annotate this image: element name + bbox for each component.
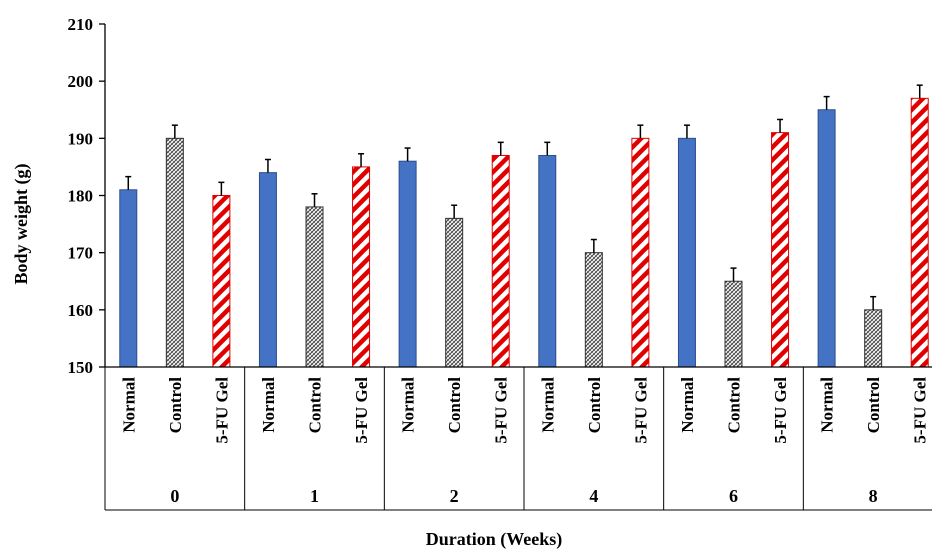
bar-5-fu-gel-week-6 (771, 132, 790, 368)
x-category-label: Control (725, 377, 744, 434)
x-category-label: Control (306, 377, 325, 434)
bar-normal-week-1 (258, 172, 277, 368)
x-category-label: 5-FU Gel (771, 377, 790, 444)
x-category-label: 5-FU Gel (631, 377, 650, 444)
x-group-label: 2 (450, 486, 459, 506)
x-category-label: Control (166, 377, 185, 434)
x-axis: Normal Control 5-FU Gel 0 Normal Control 5-FU … (104, 366, 932, 511)
x-group-label: 6 (729, 486, 738, 506)
bar-control-week-4 (584, 252, 603, 368)
x-group-label: 0 (170, 486, 179, 506)
y-axis-title: Body weight (g) (11, 163, 32, 284)
bar-control-week-6 (724, 280, 743, 368)
x-category-label: Normal (119, 377, 138, 433)
bar-normal-week-8 (817, 109, 836, 368)
y-axis-ticks: 150 160 170 180 190 200 210 (68, 15, 106, 377)
x-category-label: 5-FU Gel (352, 377, 371, 444)
bar-normal-week-0 (119, 189, 138, 368)
x-category-label: Normal (538, 377, 557, 433)
x-group-label: 1 (310, 486, 319, 506)
y-tick-label: 180 (68, 187, 94, 206)
bar-5-fu-gel-week-8 (910, 97, 929, 368)
x-category-label: 5-FU Gel (492, 377, 511, 444)
x-axis-title: Duration (Weeks) (426, 529, 563, 550)
y-tick-label: 200 (68, 72, 94, 91)
bar-control-week-0 (165, 137, 184, 368)
x-category-label: 5-FU Gel (911, 377, 930, 444)
bar-control-week-8 (864, 309, 883, 368)
x-category-label: Control (585, 377, 604, 434)
y-tick-label: 210 (68, 15, 94, 34)
y-tick-label: 170 (68, 244, 94, 263)
bar-normal-week-4 (538, 154, 557, 368)
bars-layer (119, 84, 929, 368)
y-tick-label: 160 (68, 301, 94, 320)
bar-normal-week-6 (677, 137, 696, 368)
bar-control-week-1 (305, 206, 324, 368)
x-category-label: Normal (818, 377, 837, 433)
bar-5-fu-gel-week-1 (352, 166, 371, 368)
y-tick-label: 150 (68, 358, 94, 377)
bar-control-week-2 (445, 217, 464, 368)
x-category-label: Normal (678, 377, 697, 433)
bar-5-fu-gel-week-4 (631, 137, 650, 368)
x-category-label: Control (864, 377, 883, 434)
x-category-label: 5-FU Gel (212, 377, 231, 444)
x-category-label: Normal (399, 377, 418, 433)
bar-5-fu-gel-week-0 (212, 195, 231, 368)
x-group-label: 8 (869, 486, 878, 506)
bar-normal-week-2 (398, 160, 417, 368)
y-tick-label: 190 (68, 129, 94, 148)
x-category-label: Control (445, 377, 464, 434)
bar-5-fu-gel-week-2 (491, 154, 510, 368)
x-group-label: 4 (589, 486, 598, 506)
x-category-label: Normal (259, 377, 278, 433)
